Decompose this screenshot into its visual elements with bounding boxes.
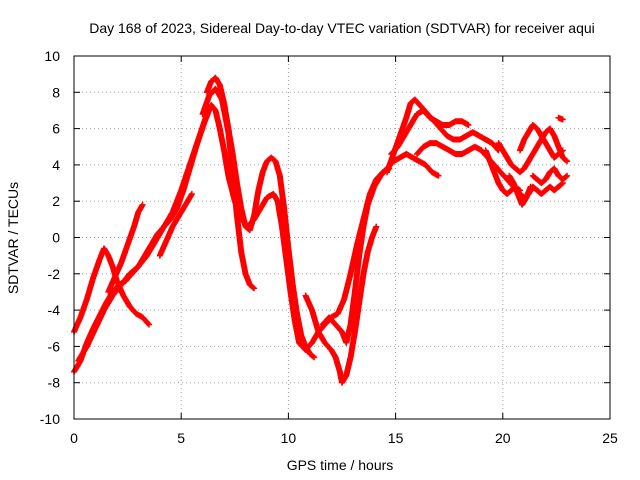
tick-marks xyxy=(73,55,611,420)
x-tick-label: 20 xyxy=(495,430,511,446)
series-satellite-track-18 xyxy=(555,114,566,123)
data-point-markers xyxy=(506,172,534,208)
y-tick-label: 2 xyxy=(52,193,60,209)
series-satellite-track-16 xyxy=(529,165,571,186)
series-satellite-track-11 xyxy=(388,107,472,157)
series-satellite-track-7 xyxy=(156,190,195,259)
data-point-markers xyxy=(302,223,380,386)
data-point-markers xyxy=(156,190,195,259)
series-satellite-track-15 xyxy=(517,122,566,161)
x-axis-title: GPS time / hours xyxy=(287,457,394,473)
y-tick-label: 0 xyxy=(52,230,60,246)
series-satellite-track-4 xyxy=(203,74,318,361)
y-tick-label: 8 xyxy=(52,84,60,100)
data-point-markers xyxy=(517,122,566,161)
y-tick-label: -10 xyxy=(40,411,60,427)
y-tick-label: -8 xyxy=(48,375,61,391)
y-tick-label: -6 xyxy=(48,338,61,354)
x-tick-label: 5 xyxy=(177,430,185,446)
data-point-markers xyxy=(495,125,571,176)
x-tick-labels: 0 5 10 15 20 25 xyxy=(70,430,618,446)
data-point-markers xyxy=(105,201,146,295)
x-tick-label: 0 xyxy=(70,430,78,446)
data-points xyxy=(71,74,571,386)
data-point-markers xyxy=(75,107,213,364)
data-point-markers xyxy=(388,107,472,157)
y-tick-label: 6 xyxy=(52,121,60,137)
series-satellite-track-6 xyxy=(105,201,146,295)
series-satellite-track-14 xyxy=(495,125,571,176)
chart-title: Day 168 of 2023, Sidereal Day-to-day VTE… xyxy=(89,20,595,36)
x-tick-label: 10 xyxy=(281,430,297,446)
series-satellite-track-17 xyxy=(506,172,534,208)
y-tick-label: -4 xyxy=(48,302,61,318)
series-satellite-track-8 xyxy=(302,223,380,386)
data-point-markers xyxy=(199,85,258,292)
y-tick-label: 10 xyxy=(44,48,60,64)
data-point-markers xyxy=(529,165,571,186)
y-tick-label: 4 xyxy=(52,157,60,173)
y-axis-title: SDTVAR / TECUs xyxy=(5,182,21,294)
y-tick-labels: -10 -8 -6 -4 -2 0 2 4 6 8 10 xyxy=(40,48,60,427)
series-satellite-track-5 xyxy=(199,85,258,292)
x-tick-label: 25 xyxy=(602,430,618,446)
series-satellite-track-3 xyxy=(75,107,213,364)
data-point-markers xyxy=(203,74,318,361)
x-tick-label: 15 xyxy=(388,430,404,446)
y-tick-label: -2 xyxy=(48,266,61,282)
data-point-markers xyxy=(555,114,566,123)
